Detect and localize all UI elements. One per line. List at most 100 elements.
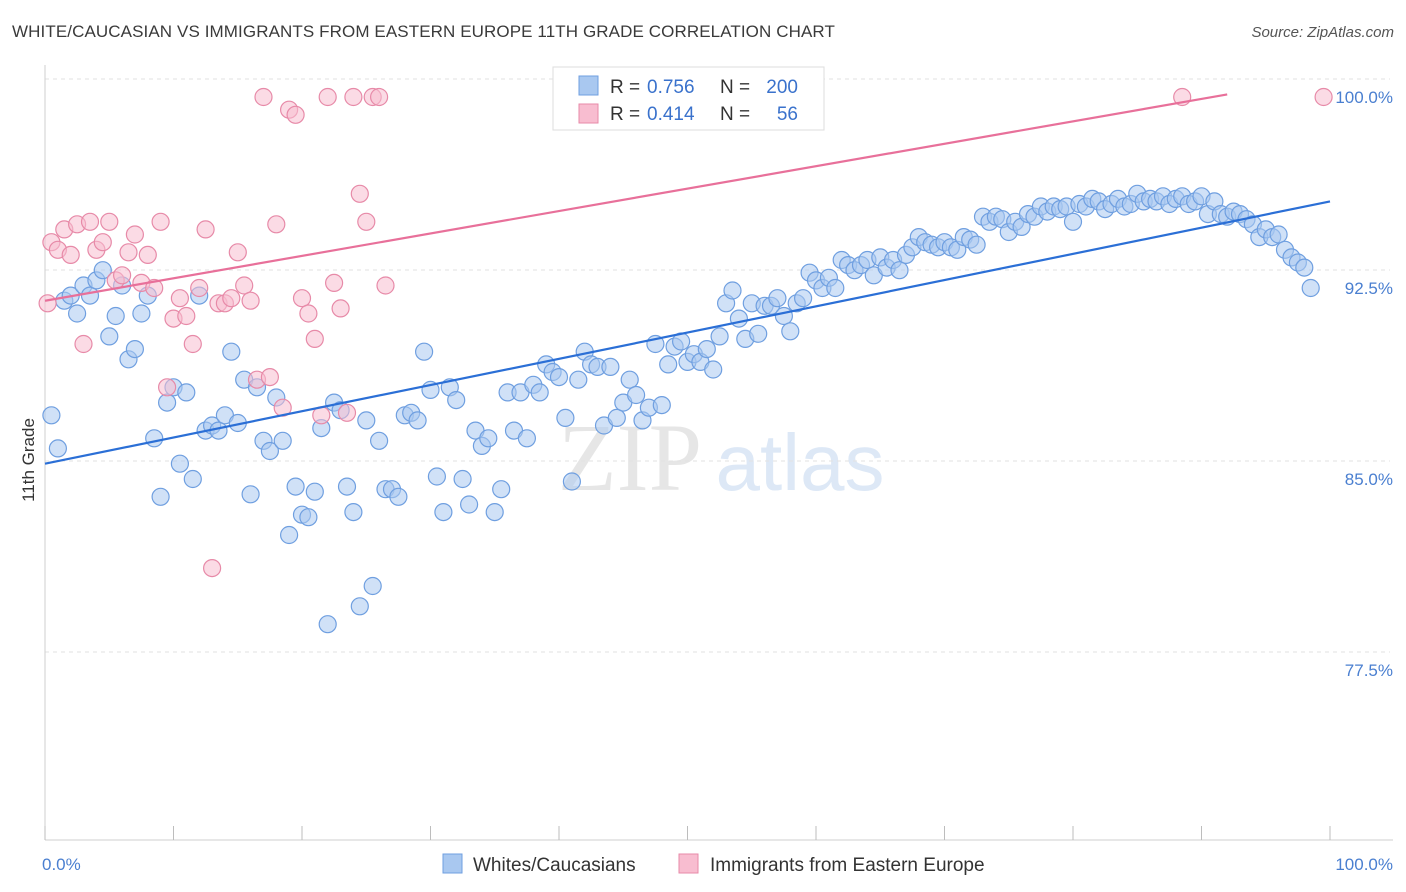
data-point-whites	[652, 396, 671, 415]
data-point-immigrants	[305, 329, 324, 348]
data-point-immigrants	[344, 87, 363, 107]
data-point-whites	[1269, 225, 1288, 244]
data-point-immigrants	[125, 225, 144, 244]
data-point-whites	[93, 261, 112, 280]
data-point-whites	[774, 306, 794, 326]
data-point-immigrants	[112, 266, 132, 285]
data-point-whites	[768, 289, 787, 308]
data-point-whites	[158, 393, 177, 412]
data-point-whites	[151, 487, 170, 506]
trend-line-whites	[44, 200, 1331, 465]
data-point-whites	[620, 370, 639, 389]
data-point-whites	[100, 327, 119, 346]
trend-line-immigrants	[44, 93, 1228, 302]
legend-swatch-whites	[578, 75, 599, 96]
legend-n-label-immigrants: N =	[720, 104, 750, 125]
data-point-whites	[447, 391, 466, 410]
x-tick-label-min: 0.0%	[42, 855, 81, 874]
data-point-immigrants	[331, 299, 350, 318]
data-point-whites	[967, 235, 986, 254]
data-point-whites	[408, 411, 427, 430]
data-point-whites	[453, 469, 472, 489]
data-point-immigrants	[190, 278, 209, 298]
data-point-immigrants	[80, 212, 100, 231]
data-point-immigrants	[350, 184, 369, 203]
bottom-legend-swatch-immigrants	[678, 853, 699, 874]
data-point-immigrants	[1314, 87, 1333, 107]
legend-r-label-whites: R =	[610, 77, 640, 98]
data-point-immigrants	[203, 558, 222, 578]
data-point-whites	[492, 480, 511, 499]
data-point-whites	[427, 467, 446, 486]
data-point-whites	[389, 487, 408, 506]
data-point-immigrants	[151, 212, 170, 231]
data-point-immigrants	[318, 87, 337, 107]
bottom-legend: Whites/Caucasians Immigrants from Easter…	[442, 853, 985, 876]
data-point-whites	[370, 431, 389, 450]
data-point-immigrants	[177, 306, 196, 326]
data-point-whites	[479, 429, 498, 448]
legend-r-value-whites: 0.756	[647, 77, 695, 98]
x-tick-label-max: 100.0%	[1335, 855, 1393, 874]
data-point-immigrants	[222, 289, 241, 308]
data-point-immigrants	[196, 220, 215, 239]
data-point-whites	[125, 340, 144, 359]
data-point-whites	[697, 340, 716, 359]
data-point-whites	[415, 342, 434, 361]
bottom-legend-label-immigrants: Immigrants from Eastern Europe	[710, 855, 985, 876]
data-point-immigrants	[61, 245, 80, 264]
data-point-immigrants	[299, 304, 318, 323]
data-point-whites	[260, 441, 279, 461]
data-point-whites	[704, 360, 723, 379]
data-point-whites	[781, 322, 800, 341]
legend-n-value-whites: 200	[766, 77, 798, 98]
data-point-whites	[363, 576, 382, 596]
data-point-immigrants	[254, 87, 273, 107]
data-point-immigrants	[170, 289, 189, 308]
data-point-immigrants	[292, 289, 312, 308]
data-point-whites	[350, 597, 369, 616]
data-point-immigrants	[183, 334, 202, 354]
data-point-whites	[710, 327, 729, 346]
y-axis-title: 11th Grade	[19, 418, 38, 502]
data-point-immigrants	[158, 378, 177, 397]
data-point-immigrants	[145, 278, 164, 298]
data-point-whites	[80, 286, 100, 305]
data-point-whites	[337, 477, 357, 496]
data-point-whites	[659, 355, 678, 374]
legend-n-label-whites: N =	[720, 77, 750, 98]
data-point-whites	[344, 502, 363, 522]
data-point-immigrants	[357, 212, 376, 231]
data-point-whites	[1063, 212, 1083, 231]
data-point-whites	[485, 502, 504, 522]
data-point-whites	[517, 429, 537, 448]
trend-lines	[44, 93, 1331, 465]
y-tick-label: 85.0%	[1345, 470, 1393, 489]
data-point-whites	[48, 439, 68, 458]
data-point-immigrants	[260, 368, 279, 387]
data-point-whites	[549, 368, 569, 387]
legend-swatch-immigrants	[578, 103, 599, 124]
watermark-atlas: atlas	[716, 418, 885, 507]
data-point-immigrants	[119, 243, 138, 262]
data-point-whites	[318, 615, 337, 634]
data-point-whites	[601, 357, 620, 376]
data-point-immigrants	[100, 212, 119, 231]
data-point-whites	[723, 281, 742, 300]
data-point-whites	[145, 429, 164, 448]
data-point-whites	[177, 383, 196, 402]
data-point-whites	[305, 482, 324, 501]
data-point-immigrants	[228, 243, 247, 262]
data-point-whites	[626, 385, 646, 405]
data-point-whites	[607, 408, 626, 427]
data-point-whites	[562, 472, 582, 491]
data-point-whites	[749, 324, 768, 343]
data-point-whites	[42, 406, 61, 425]
chart-source: Source: ZipAtlas.com	[1251, 24, 1394, 41]
data-point-immigrants	[325, 273, 344, 292]
legend-n-value-immigrants: 56	[777, 104, 798, 125]
data-point-immigrants	[370, 87, 389, 107]
data-point-whites	[890, 261, 909, 280]
gridlines	[45, 78, 1390, 653]
